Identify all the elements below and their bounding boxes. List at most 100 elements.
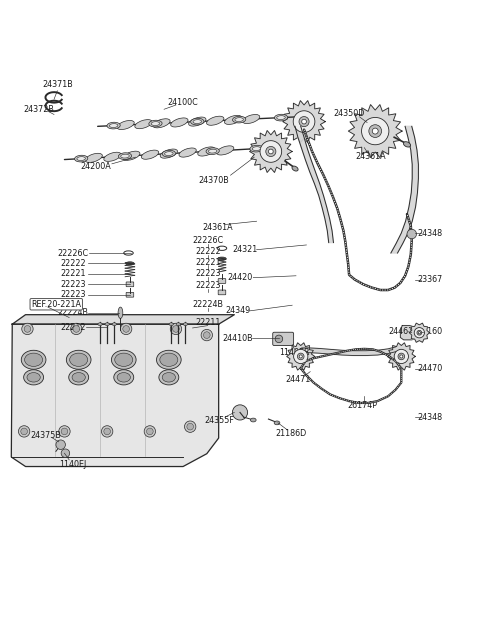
Circle shape bbox=[144, 426, 156, 437]
Polygon shape bbox=[283, 101, 325, 143]
Text: 22221: 22221 bbox=[195, 258, 220, 267]
Text: 22222: 22222 bbox=[195, 247, 220, 256]
Polygon shape bbox=[348, 104, 402, 158]
Polygon shape bbox=[295, 126, 334, 243]
Circle shape bbox=[298, 353, 304, 360]
Text: 24348: 24348 bbox=[417, 229, 443, 237]
Text: 24470: 24470 bbox=[417, 364, 443, 373]
Text: 24321: 24321 bbox=[232, 245, 257, 254]
Circle shape bbox=[56, 440, 65, 449]
Ellipse shape bbox=[24, 353, 43, 366]
Circle shape bbox=[414, 328, 424, 338]
Ellipse shape bbox=[275, 114, 288, 121]
Ellipse shape bbox=[109, 124, 118, 127]
Circle shape bbox=[299, 117, 309, 127]
Text: 24375B: 24375B bbox=[30, 431, 61, 439]
Ellipse shape bbox=[191, 118, 204, 125]
Ellipse shape bbox=[250, 145, 263, 152]
Circle shape bbox=[204, 332, 210, 339]
Ellipse shape bbox=[115, 353, 133, 366]
Ellipse shape bbox=[135, 120, 152, 129]
Ellipse shape bbox=[156, 350, 181, 369]
Ellipse shape bbox=[232, 116, 246, 123]
Circle shape bbox=[24, 326, 31, 332]
Text: 22221: 22221 bbox=[60, 269, 86, 278]
FancyBboxPatch shape bbox=[126, 282, 134, 287]
Polygon shape bbox=[400, 326, 421, 340]
Circle shape bbox=[275, 335, 283, 343]
Ellipse shape bbox=[74, 155, 88, 162]
Circle shape bbox=[61, 428, 68, 434]
Circle shape bbox=[369, 125, 382, 137]
Polygon shape bbox=[250, 130, 292, 172]
Polygon shape bbox=[409, 323, 430, 342]
Ellipse shape bbox=[114, 370, 134, 385]
Circle shape bbox=[170, 323, 181, 334]
Ellipse shape bbox=[151, 122, 160, 125]
Ellipse shape bbox=[121, 154, 129, 158]
Circle shape bbox=[299, 355, 302, 358]
Ellipse shape bbox=[98, 323, 102, 326]
Circle shape bbox=[104, 428, 110, 434]
Text: 22224B: 22224B bbox=[58, 308, 88, 317]
Text: 24100C: 24100C bbox=[168, 98, 198, 107]
Polygon shape bbox=[387, 343, 415, 370]
Text: 24200A: 24200A bbox=[80, 162, 111, 171]
Ellipse shape bbox=[118, 307, 123, 318]
Circle shape bbox=[398, 353, 405, 360]
Circle shape bbox=[232, 405, 248, 420]
Text: 24349: 24349 bbox=[225, 307, 250, 315]
Circle shape bbox=[400, 355, 403, 358]
Ellipse shape bbox=[208, 149, 217, 153]
Text: 1140ER: 1140ER bbox=[279, 348, 310, 357]
Ellipse shape bbox=[403, 142, 410, 147]
Ellipse shape bbox=[66, 350, 91, 369]
Text: 1140EJ: 1140EJ bbox=[60, 460, 86, 469]
Polygon shape bbox=[12, 324, 219, 467]
Ellipse shape bbox=[85, 153, 102, 163]
Text: 24370B: 24370B bbox=[199, 176, 229, 185]
Ellipse shape bbox=[242, 114, 260, 124]
Circle shape bbox=[407, 229, 417, 239]
Ellipse shape bbox=[122, 151, 140, 160]
Ellipse shape bbox=[111, 350, 136, 369]
Ellipse shape bbox=[27, 373, 40, 382]
Text: 24361A: 24361A bbox=[202, 223, 232, 232]
Ellipse shape bbox=[112, 323, 117, 326]
Circle shape bbox=[302, 119, 306, 124]
Ellipse shape bbox=[162, 373, 176, 382]
Ellipse shape bbox=[126, 262, 134, 265]
Ellipse shape bbox=[251, 418, 256, 422]
Circle shape bbox=[417, 331, 422, 335]
Ellipse shape bbox=[149, 121, 162, 127]
Text: 22223: 22223 bbox=[60, 280, 86, 289]
Circle shape bbox=[146, 428, 153, 434]
FancyBboxPatch shape bbox=[218, 290, 226, 295]
Text: 24348: 24348 bbox=[417, 413, 443, 421]
FancyBboxPatch shape bbox=[273, 332, 294, 345]
Text: 22223: 22223 bbox=[195, 269, 220, 278]
Ellipse shape bbox=[225, 116, 242, 124]
Ellipse shape bbox=[206, 148, 219, 154]
Text: 22223: 22223 bbox=[60, 290, 86, 299]
Circle shape bbox=[101, 426, 113, 437]
Circle shape bbox=[187, 423, 193, 430]
Text: 22222: 22222 bbox=[60, 259, 86, 268]
Ellipse shape bbox=[107, 122, 120, 129]
Text: REF.20-221A: REF.20-221A bbox=[31, 300, 81, 309]
Text: 24361A: 24361A bbox=[355, 152, 386, 161]
Circle shape bbox=[266, 146, 276, 156]
Ellipse shape bbox=[119, 153, 132, 159]
Ellipse shape bbox=[159, 370, 179, 385]
Text: 22226C: 22226C bbox=[192, 236, 223, 245]
Ellipse shape bbox=[117, 373, 131, 382]
Ellipse shape bbox=[179, 148, 196, 157]
Circle shape bbox=[293, 111, 315, 132]
Ellipse shape bbox=[176, 323, 180, 326]
Text: 24420: 24420 bbox=[228, 273, 252, 282]
Circle shape bbox=[372, 128, 378, 134]
Polygon shape bbox=[287, 343, 315, 370]
Ellipse shape bbox=[218, 257, 226, 260]
Text: 23367: 23367 bbox=[417, 275, 443, 284]
Circle shape bbox=[294, 349, 308, 363]
